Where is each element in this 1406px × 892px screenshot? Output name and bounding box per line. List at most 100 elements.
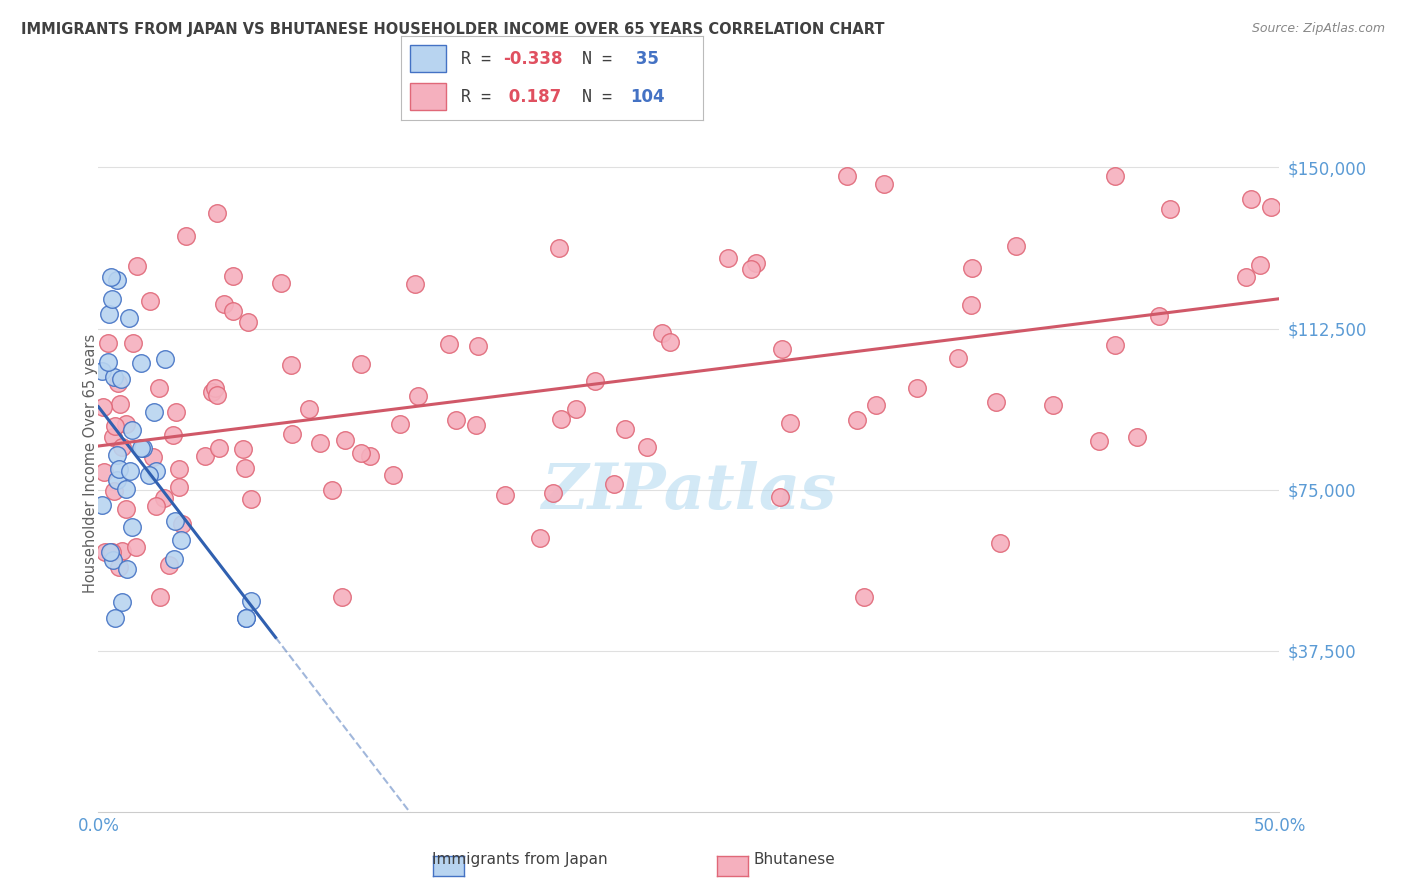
Point [852,590,875,604]
Point [308,436,330,450]
Point [960,297,983,311]
Point [120,464,142,478]
Point [145,499,167,513]
Point [108,397,131,411]
Point [163,552,186,566]
Point [281,427,304,442]
Point [111,595,134,609]
Point [1234,269,1257,284]
Text: R =: R = [461,50,501,68]
Point [583,374,606,388]
Point [236,315,259,329]
Point [129,356,152,370]
Point [97,336,120,351]
Point [93,545,115,559]
Point [1240,192,1263,206]
Point [529,531,551,545]
Point [494,488,516,502]
Point [846,413,869,427]
Point [613,422,636,436]
Point [1249,258,1271,272]
Point [873,177,896,191]
Point [768,490,790,504]
Point [207,387,229,401]
Point [564,402,586,417]
Point [437,337,460,351]
Point [115,482,138,496]
Point [298,402,321,417]
Point [104,418,127,433]
Point [93,465,115,479]
Point [127,260,149,274]
Point [115,561,138,575]
Point [350,357,373,371]
Point [163,514,186,528]
Point [1104,338,1126,352]
Point [222,304,245,318]
Point [330,590,353,604]
Text: 104: 104 [630,87,665,105]
Point [321,483,343,498]
Point [636,441,658,455]
Point [222,268,245,283]
Point [270,277,292,291]
Point [121,423,143,437]
Point [108,462,131,476]
Point [152,491,174,505]
Point [1042,398,1064,412]
FancyBboxPatch shape [409,45,446,72]
Point [779,416,801,430]
Point [408,389,430,403]
Point [204,381,226,395]
Point [541,486,564,500]
Point [837,169,859,183]
Text: IMMIGRANTS FROM JAPAN VS BHUTANESE HOUSEHOLDER INCOME OVER 65 YEARS CORRELATION : IMMIGRANTS FROM JAPAN VS BHUTANESE HOUSE… [21,22,884,37]
Point [108,559,131,574]
Point [101,553,124,567]
Point [651,326,673,341]
Point [105,273,128,287]
Point [770,342,793,356]
Point [118,311,141,326]
Point [149,590,172,604]
Text: Bhutanese: Bhutanese [754,852,835,867]
Point [745,256,768,270]
Point [138,468,160,483]
Point [960,261,983,276]
Point [865,399,887,413]
Point [233,461,256,475]
Point [93,401,115,415]
Point [114,417,136,431]
Point [239,594,262,608]
Point [101,430,124,444]
Point [212,296,235,310]
Point [1088,434,1111,449]
Point [145,464,167,478]
Text: N =: N = [582,87,621,105]
Point [143,405,166,419]
Text: N =: N = [582,50,621,68]
Point [1104,169,1126,183]
Point [444,412,467,426]
Point [98,545,121,559]
Point [103,483,125,498]
Point [131,441,153,455]
Point [404,277,426,292]
Point [240,491,263,506]
Point [194,449,217,463]
Point [603,477,626,491]
Point [1126,430,1149,444]
Point [201,384,224,399]
Point [167,462,190,476]
Point [105,473,128,487]
Text: R =: R = [461,87,512,105]
Point [142,450,165,464]
Text: Immigrants from Japan: Immigrants from Japan [433,852,607,867]
Y-axis label: Householder Income Over 65 years: Householder Income Over 65 years [83,334,97,593]
Point [467,339,489,353]
Point [110,372,132,386]
Point [139,293,162,308]
Point [280,358,302,372]
Point [740,261,762,276]
Point [717,251,740,265]
